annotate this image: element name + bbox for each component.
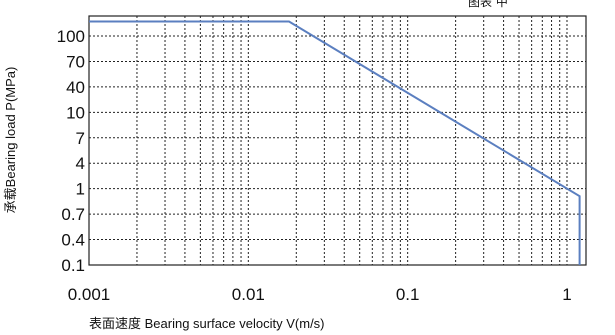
y-tick-label: 1	[76, 180, 85, 199]
y-axis-title: 承载Bearing load P(MPa)	[3, 67, 18, 214]
x-tick-labels: 0.001 0.01 0.1 1	[68, 285, 572, 304]
x-tick-label: 1	[562, 285, 571, 304]
y-tick-label: 0.1	[61, 256, 85, 275]
y-tick-label: 0.4	[61, 231, 85, 250]
series-layer	[89, 20, 581, 265]
x-tick-label: 0.1	[396, 285, 420, 304]
y-tick-label: 40	[66, 78, 85, 97]
header-fragment: 图表 中	[468, 0, 508, 9]
y-tick-label: 100	[57, 27, 85, 46]
grid	[89, 16, 586, 265]
y-tick-label: 10	[66, 103, 85, 122]
y-tick-label: 4	[76, 154, 85, 173]
y-tick-label: 0.7	[61, 205, 85, 224]
x-tick-label: 0.001	[68, 285, 111, 304]
x-tick-label: 0.01	[232, 285, 265, 304]
y-tick-labels: 100 70 40 10 7 4 1 0.7 0.4 0.1	[57, 27, 85, 275]
y-tick-label: 7	[76, 129, 85, 148]
y-tick-label: 70	[66, 52, 85, 71]
series-line	[89, 20, 581, 265]
plot-frame	[88, 15, 587, 266]
x-axis-title: 表面速度 Bearing surface velocity V(m/s)	[89, 316, 325, 331]
